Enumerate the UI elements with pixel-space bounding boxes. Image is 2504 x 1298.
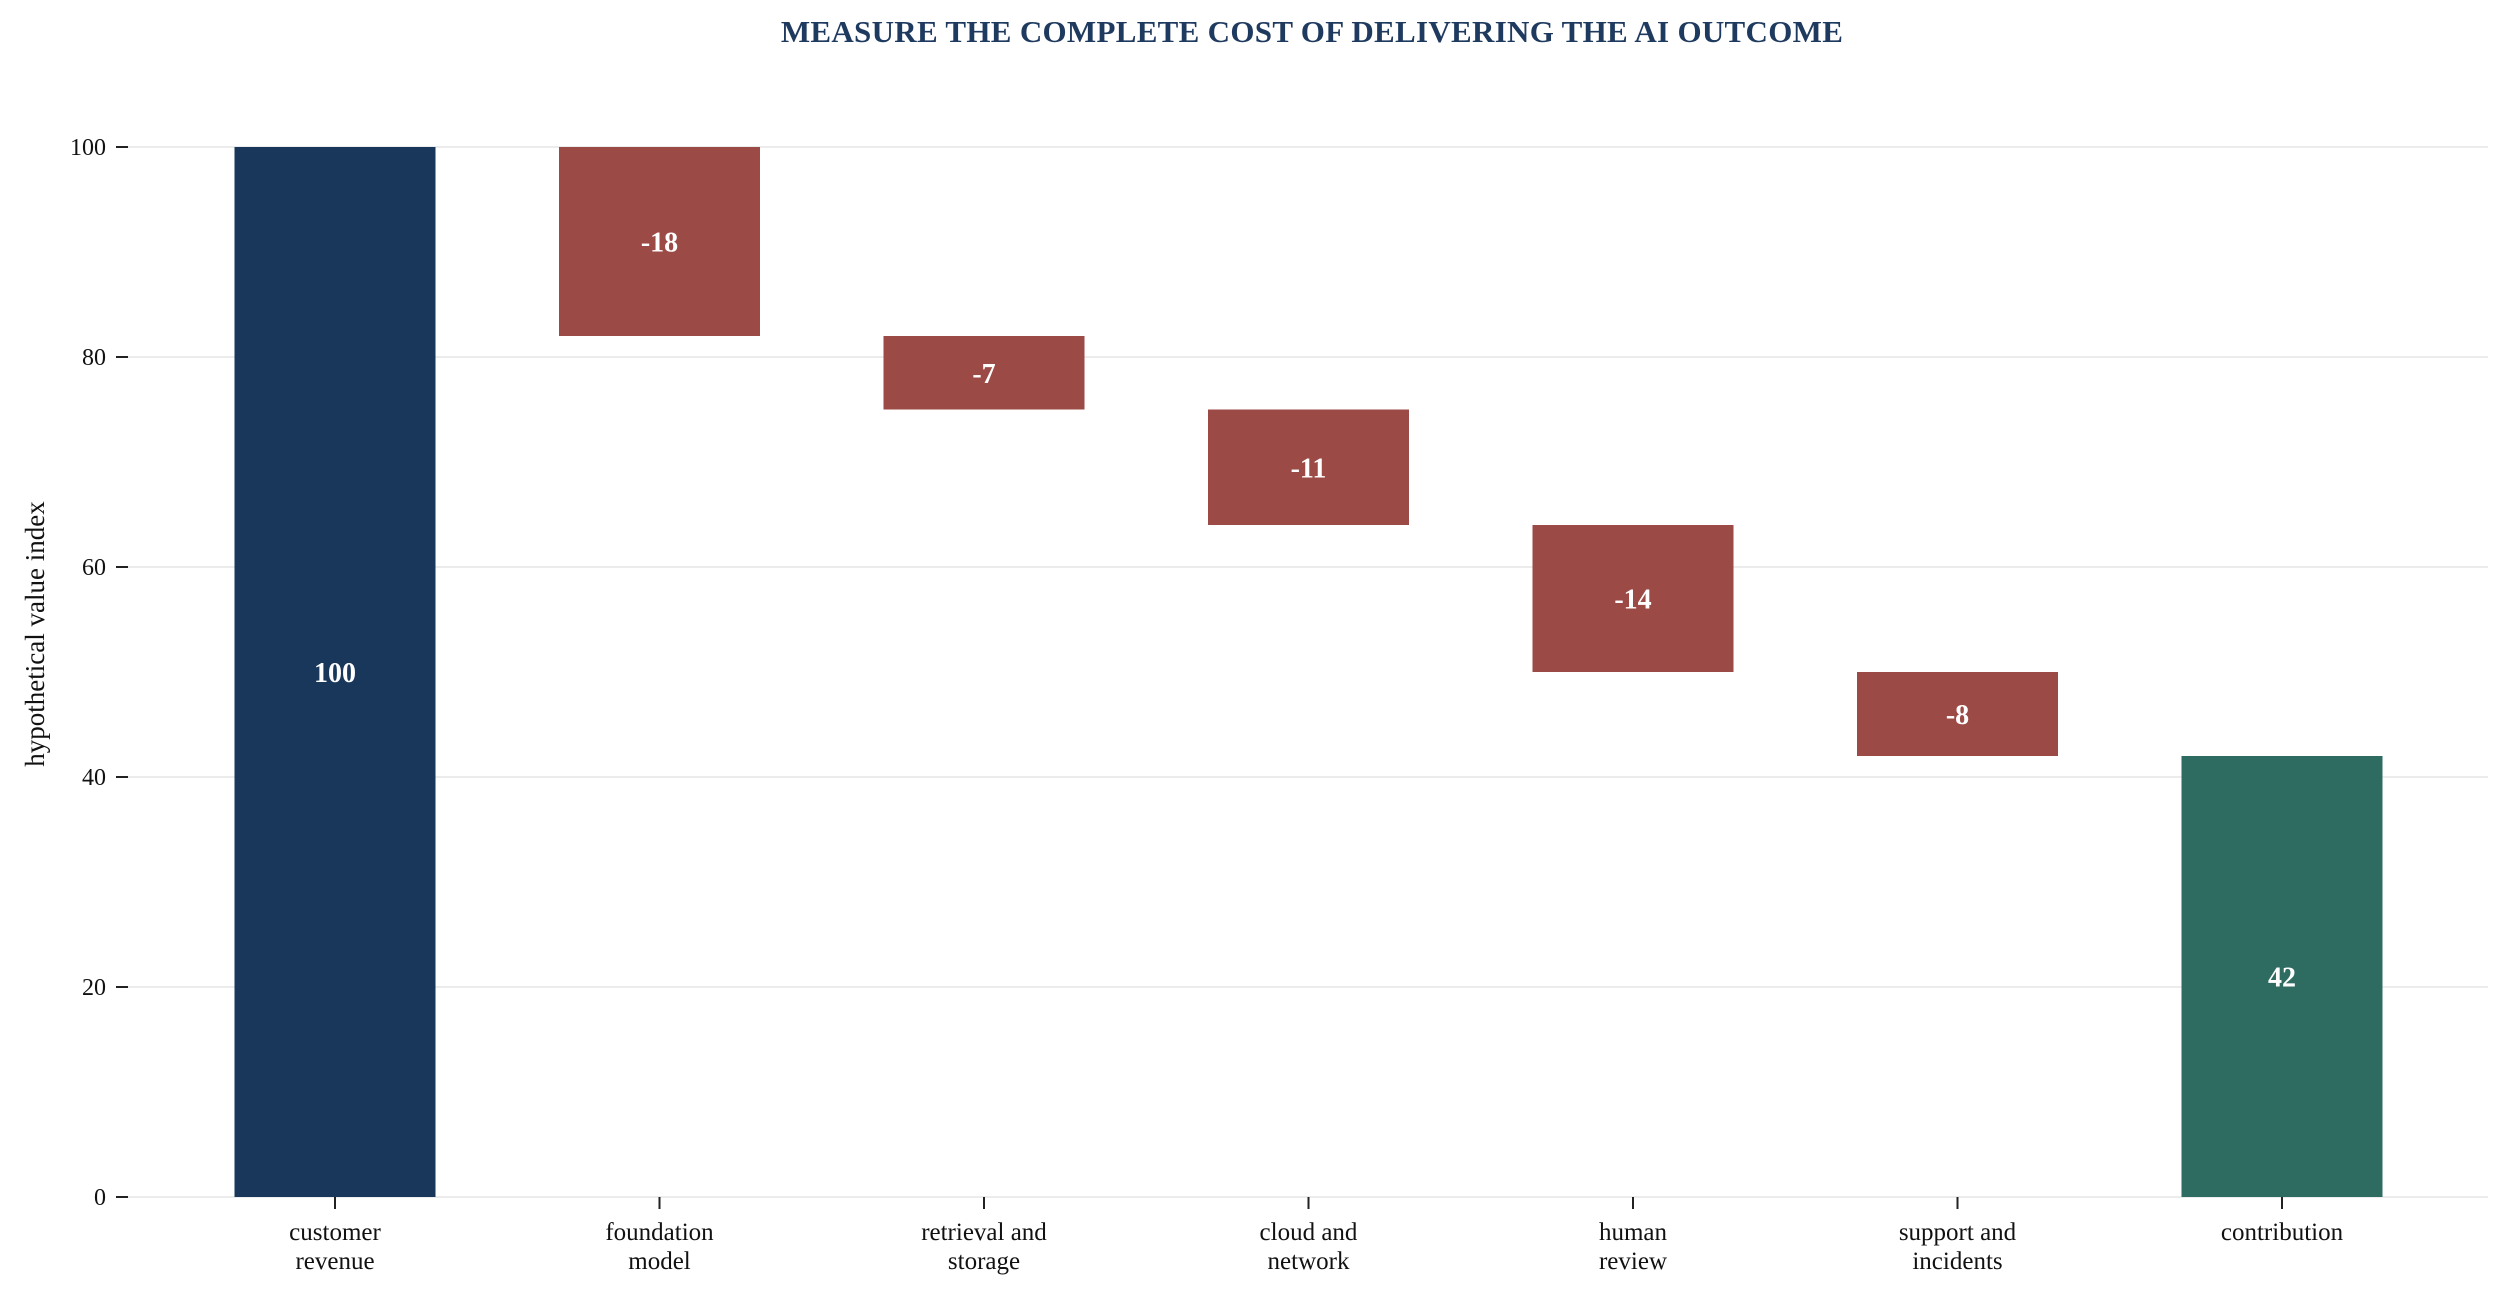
- bar-3: [1208, 409, 1409, 525]
- chart-title: MEASURE THE COMPLETE COST OF DELIVERING …: [781, 14, 1843, 49]
- y-tick-label-100: 100: [70, 135, 106, 161]
- bar-label-2: -7: [972, 359, 995, 390]
- bar-label-5: -8: [1946, 700, 1969, 731]
- bar-label-4: -14: [1614, 585, 1651, 616]
- bar-label-6: 42: [2268, 963, 2296, 994]
- y-axis: 0 20 40 60 80 100: [70, 135, 128, 1211]
- y-tick-label-0: 0: [94, 1185, 106, 1211]
- y-axis-title: hypothetical value index: [20, 501, 50, 767]
- bar-5: [1857, 672, 2058, 756]
- bar-4: [1532, 525, 1734, 672]
- bar-1: [559, 147, 760, 336]
- gridlines: [128, 146, 2488, 1198]
- x-tick-label-2: retrieval and storage: [921, 1219, 1047, 1275]
- y-tick-label-60: 60: [82, 555, 106, 581]
- x-axis: customer revenue foundation model retrieval …: [289, 1197, 2344, 1275]
- y-tick-label-80: 80: [82, 345, 106, 371]
- x-tick-label-4: human review: [1599, 1219, 1668, 1275]
- bar-label-3: -11: [1291, 453, 1327, 484]
- bar-label-1: -18: [641, 228, 678, 259]
- bars: 100 -18 -7 -11 -14 -8 42: [234, 147, 2383, 1197]
- bar-0: [234, 147, 436, 1197]
- y-tick-label-20: 20: [82, 975, 106, 1001]
- x-tick-label-5: support and incidents: [1899, 1219, 2017, 1275]
- x-tick-label-1: foundation model: [605, 1219, 714, 1275]
- x-tick-label-0: customer revenue: [289, 1219, 381, 1275]
- bar-6: [2181, 756, 2383, 1197]
- x-tick-label-3: cloud and network: [1260, 1219, 1358, 1275]
- bar-label-0: 100: [314, 658, 356, 689]
- bar-2: [883, 336, 1085, 410]
- x-tick-label-6: contribution: [2221, 1219, 2344, 1246]
- y-tick-label-40: 40: [82, 765, 106, 791]
